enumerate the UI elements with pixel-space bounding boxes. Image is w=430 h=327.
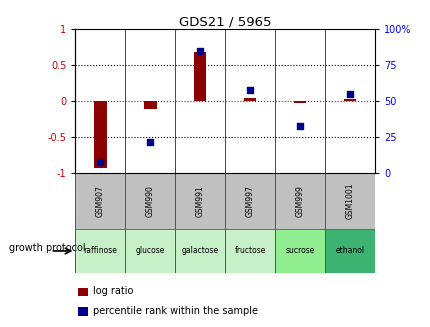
Bar bbox=[274, 173, 324, 229]
Bar bbox=[175, 229, 224, 273]
Bar bbox=[125, 229, 175, 273]
Text: ethanol: ethanol bbox=[335, 247, 364, 255]
Bar bbox=[75, 229, 125, 273]
Bar bbox=[293, 101, 306, 103]
Text: GSM999: GSM999 bbox=[295, 185, 304, 217]
Bar bbox=[94, 101, 106, 168]
Point bbox=[147, 139, 154, 144]
Text: GSM997: GSM997 bbox=[245, 185, 254, 217]
Text: log ratio: log ratio bbox=[92, 286, 133, 296]
Bar bbox=[343, 99, 356, 101]
Text: GSM1001: GSM1001 bbox=[345, 183, 354, 219]
Bar bbox=[324, 173, 374, 229]
Text: galactose: galactose bbox=[181, 247, 218, 255]
Bar bbox=[243, 98, 256, 101]
Text: glucose: glucose bbox=[135, 247, 165, 255]
Point bbox=[346, 92, 353, 97]
Point bbox=[246, 87, 253, 93]
Bar bbox=[75, 173, 125, 229]
Point bbox=[197, 48, 203, 54]
Text: raffinose: raffinose bbox=[83, 247, 117, 255]
Bar bbox=[324, 229, 374, 273]
Point bbox=[296, 123, 303, 129]
Bar bbox=[224, 173, 274, 229]
Bar bbox=[144, 101, 156, 109]
Text: sucrose: sucrose bbox=[285, 247, 314, 255]
Text: percentile rank within the sample: percentile rank within the sample bbox=[92, 306, 257, 316]
Bar bbox=[274, 229, 324, 273]
Text: GSM991: GSM991 bbox=[195, 185, 204, 217]
Title: GDS21 / 5965: GDS21 / 5965 bbox=[178, 15, 271, 28]
Text: fructose: fructose bbox=[234, 247, 265, 255]
Point bbox=[97, 159, 104, 164]
Text: growth protocol: growth protocol bbox=[9, 243, 85, 253]
Text: GSM990: GSM990 bbox=[145, 185, 154, 217]
Bar bbox=[224, 229, 274, 273]
Bar bbox=[194, 52, 206, 101]
Bar bbox=[175, 173, 224, 229]
Bar bbox=[125, 173, 175, 229]
Text: GSM907: GSM907 bbox=[95, 185, 104, 217]
